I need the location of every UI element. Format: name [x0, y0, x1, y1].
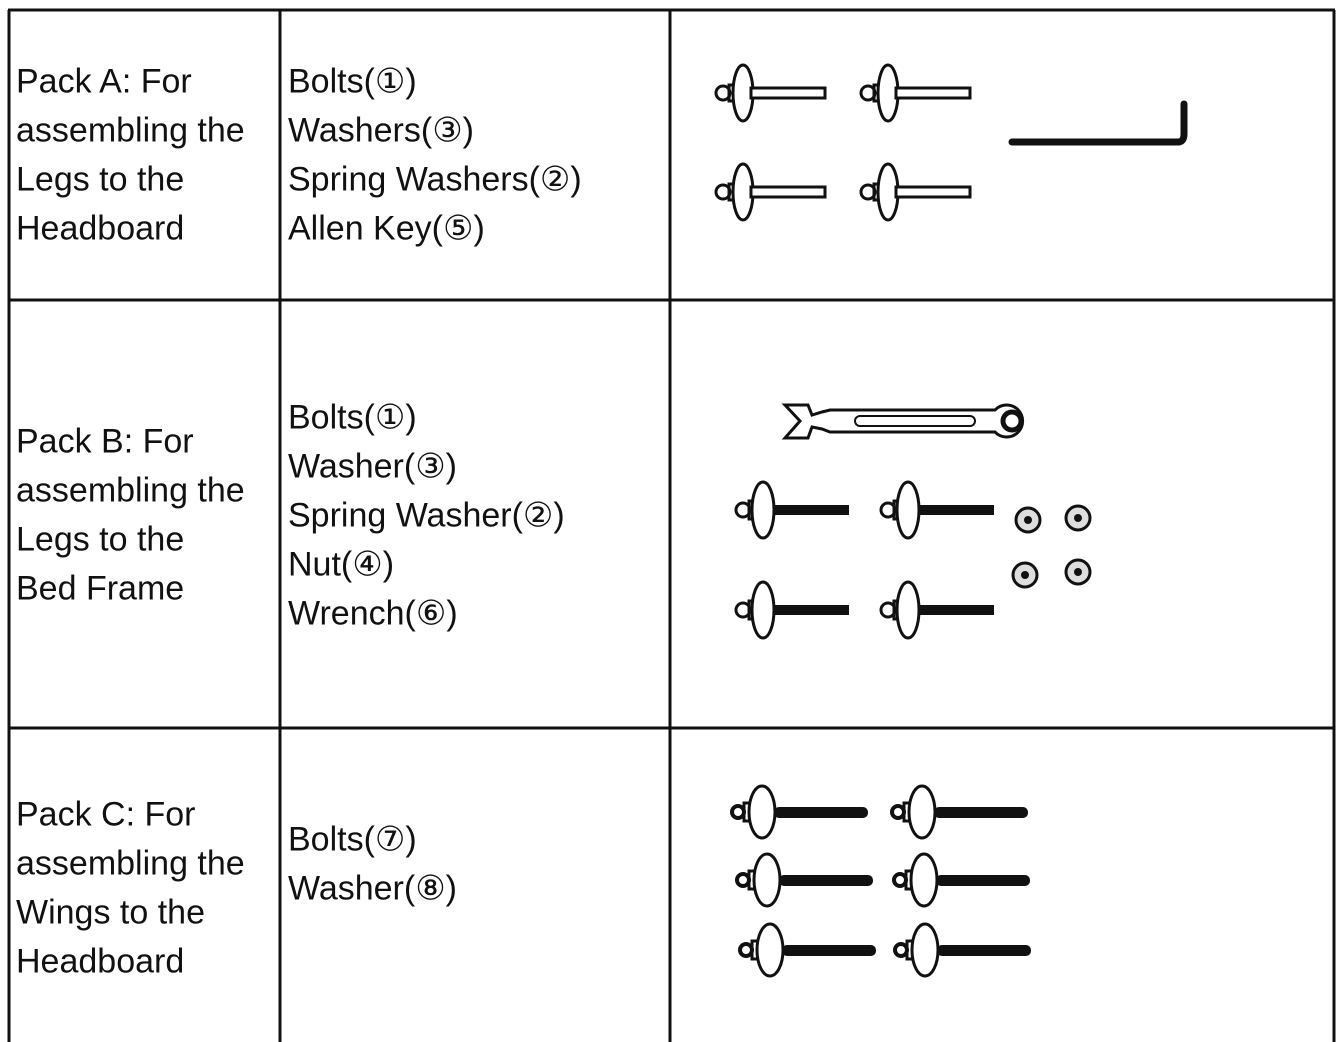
pack-description: Pack C: For — [16, 795, 196, 834]
item-name: Washer(③) — [288, 447, 458, 486]
pack-description: Headboard — [16, 942, 185, 981]
pack-a-parts — [714, 63, 1188, 222]
pack-description: Bed Frame — [16, 569, 185, 608]
item-name: Spring Washers(②) — [288, 160, 582, 199]
item-name: Nut(④) — [288, 545, 395, 584]
item-name: Spring Washer(②) — [288, 496, 565, 535]
pack-description: Pack A: For — [16, 62, 192, 101]
pack-description: Pack B: For — [16, 422, 194, 461]
item-name: Bolts(①) — [288, 398, 417, 437]
item-name: Wrench(⑥) — [288, 594, 458, 633]
pack-description: assembling the — [16, 844, 245, 883]
pack-description: assembling the — [16, 471, 245, 510]
item-name: Allen Key(⑤) — [288, 209, 485, 248]
item-name: Bolts(①) — [288, 62, 417, 101]
pack-description: assembling the — [16, 111, 245, 150]
pack-description: Headboard — [16, 209, 185, 248]
pack-c-parts — [730, 784, 1033, 978]
item-name: Bolts(⑦) — [288, 820, 417, 859]
item-name: Washers(③) — [288, 111, 475, 150]
item-name: Washer(⑧) — [288, 869, 458, 908]
pack-b-parts — [734, 403, 1092, 640]
pack-description: Wings to the — [16, 893, 205, 932]
pack-description: Legs to the — [16, 520, 185, 559]
pack-description: Legs to the — [16, 160, 185, 199]
